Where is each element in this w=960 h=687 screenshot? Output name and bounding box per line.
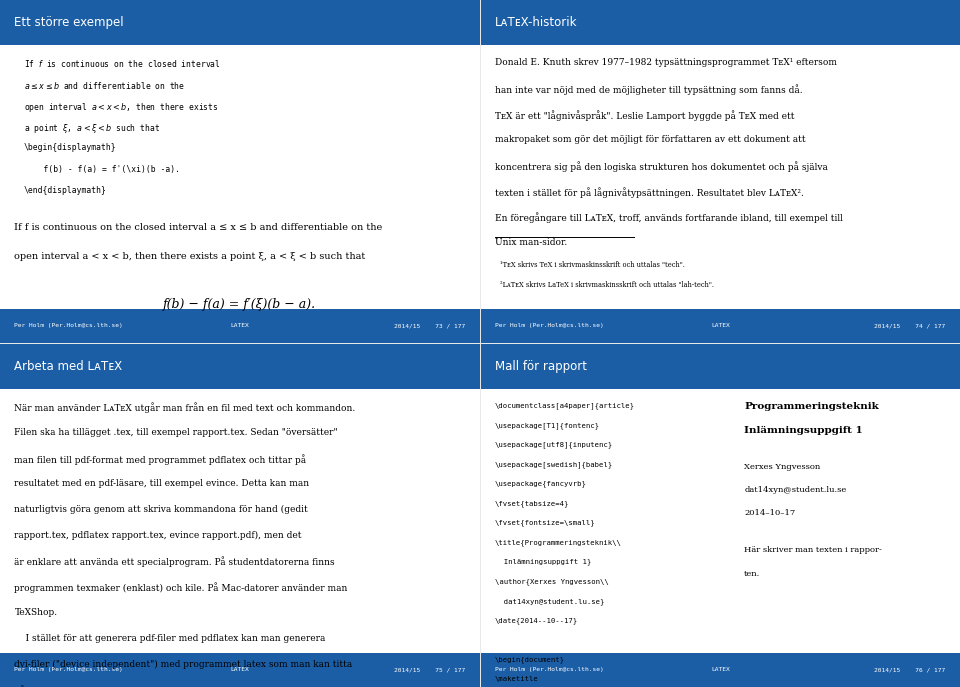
Text: programmen texmaker (enklast) och kile. På Mac-datorer använder man: programmen texmaker (enklast) och kile. … bbox=[14, 583, 348, 593]
Text: koncentrera sig på den logiska strukturen hos dokumentet och på själva: koncentrera sig på den logiska strukture… bbox=[495, 161, 828, 172]
Bar bbox=[0, 344, 479, 389]
Text: Xerxes Yngvesson: Xerxes Yngvesson bbox=[744, 462, 821, 471]
Text: Filen ska ha tillägget .tex, till exempel rapport.tex. Sedan "översätter": Filen ska ha tillägget .tex, till exempe… bbox=[14, 428, 338, 437]
Text: f(b) − f(a) = f′(ξ)(b − a).: f(b) − f(a) = f′(ξ)(b − a). bbox=[163, 298, 316, 311]
Text: LᴀTᴇX-historik: LᴀTᴇX-historik bbox=[495, 16, 577, 29]
Bar bbox=[0, 308, 479, 343]
Text: \author{Xerxes Yngvesson\\: \author{Xerxes Yngvesson\\ bbox=[495, 578, 609, 585]
Text: Unix man-sidor.: Unix man-sidor. bbox=[495, 238, 567, 247]
Text: Inlämningsuppgift 1}: Inlämningsuppgift 1} bbox=[495, 559, 591, 565]
Text: a point $\xi$, $a < \xi < b$ such that: a point $\xi$, $a < \xi < b$ such that bbox=[24, 122, 160, 135]
Text: Programmeringsteknik: Programmeringsteknik bbox=[744, 403, 879, 412]
Text: på med en "dvi-läsare" och sedan översätta till Postscript eller pdf. Numera: på med en "dvi-läsare" och sedan översät… bbox=[14, 686, 361, 687]
Bar bbox=[481, 308, 960, 343]
Text: 2014/15    74 / 177: 2014/15 74 / 177 bbox=[875, 324, 946, 328]
Text: LATEX: LATEX bbox=[710, 667, 730, 673]
Text: Här skriver man texten i rappor-: Här skriver man texten i rappor- bbox=[744, 546, 882, 554]
Text: ²LᴀTᴇX skrivs LaTeX i skrivmaskinsskrift och uttalas "lah-tech".: ²LᴀTᴇX skrivs LaTeX i skrivmaskinsskrift… bbox=[499, 281, 713, 289]
Text: \end{displaymath}: \end{displaymath} bbox=[24, 186, 107, 195]
Text: f(b) - f(a) = f'(\xi)(b -a).: f(b) - f(a) = f'(\xi)(b -a). bbox=[24, 165, 180, 174]
Text: TᴇX är ett "lågnivåspråk". Leslie Lamport byggde på TᴇX med ett: TᴇX är ett "lågnivåspråk". Leslie Lampor… bbox=[495, 110, 794, 120]
Text: LATEX: LATEX bbox=[230, 324, 250, 328]
Bar bbox=[481, 653, 960, 687]
Text: Mall för rapport: Mall för rapport bbox=[495, 360, 587, 373]
Text: 2014/15    76 / 177: 2014/15 76 / 177 bbox=[875, 667, 946, 673]
Text: TeXShop.: TeXShop. bbox=[14, 608, 58, 617]
Text: han inte var nöjd med de möjligheter till typsättning som fanns då.: han inte var nöjd med de möjligheter til… bbox=[495, 84, 803, 95]
Text: \fvset{fontsize=\small}: \fvset{fontsize=\small} bbox=[495, 519, 595, 526]
Text: Inlämningsuppgift 1: Inlämningsuppgift 1 bbox=[744, 426, 863, 435]
Text: \date{2014--10--17}: \date{2014--10--17} bbox=[495, 618, 578, 624]
Text: \maketitle: \maketitle bbox=[495, 676, 539, 682]
Text: open interval $a < x < b$, then there exists: open interval $a < x < b$, then there ex… bbox=[24, 101, 219, 114]
Text: \documentclass[a4paper]{article}: \documentclass[a4paper]{article} bbox=[495, 403, 635, 409]
Text: Donald E. Knuth skrev 1977–1982 typsättningsprogrammet TᴇX¹ eftersom: Donald E. Knuth skrev 1977–1982 typsättn… bbox=[495, 58, 837, 67]
Text: är enklare att använda ett specialprogram. På studentdatorerna finns: är enklare att använda ett specialprogra… bbox=[14, 556, 335, 567]
Text: \usepackage[swedish]{babel}: \usepackage[swedish]{babel} bbox=[495, 461, 613, 468]
Text: Ett större exempel: Ett större exempel bbox=[14, 16, 124, 29]
Text: naturligtvis göra genom att skriva kommandona för hand (gedit: naturligtvis göra genom att skriva komma… bbox=[14, 505, 308, 515]
Text: LATEX: LATEX bbox=[710, 324, 730, 328]
Text: If $f$ is continuous on the closed interval: If $f$ is continuous on the closed inter… bbox=[24, 58, 221, 69]
Text: \begin{document}: \begin{document} bbox=[495, 657, 564, 663]
Text: En föregångare till LᴀTᴇX, troff, används fortfarande ibland, till exempel till: En föregångare till LᴀTᴇX, troff, använd… bbox=[495, 213, 843, 223]
Text: \usepackage[T1]{fontenc}: \usepackage[T1]{fontenc} bbox=[495, 422, 600, 429]
Text: Per Holm (Per.Holm@cs.lth.se): Per Holm (Per.Holm@cs.lth.se) bbox=[495, 667, 604, 673]
Bar bbox=[0, 0, 479, 45]
Text: LATEX: LATEX bbox=[230, 667, 250, 673]
Text: \title{Programmeringsteknik\\: \title{Programmeringsteknik\\ bbox=[495, 539, 622, 546]
Text: Per Holm (Per.Holm@cs.lth.se): Per Holm (Per.Holm@cs.lth.se) bbox=[14, 667, 123, 673]
Text: Per Holm (Per.Holm@cs.lth.se): Per Holm (Per.Holm@cs.lth.se) bbox=[495, 324, 604, 328]
Text: \fvset{tabsize=4}: \fvset{tabsize=4} bbox=[495, 500, 569, 507]
Text: If f is continuous on the closed interval a ≤ x ≤ b and differentiable on the: If f is continuous on the closed interva… bbox=[14, 223, 383, 232]
Text: dat14xyn@student.lu.se}: dat14xyn@student.lu.se} bbox=[495, 598, 604, 605]
Text: resultatet med en pdf-läsare, till exempel evince. Detta kan man: resultatet med en pdf-läsare, till exemp… bbox=[14, 480, 309, 488]
Text: \usepackage[utf8]{inputenc}: \usepackage[utf8]{inputenc} bbox=[495, 442, 613, 448]
Text: texten i stället för på lågnivåtypsättningen. Resultatet blev LᴀTᴇX².: texten i stället för på lågnivåtypsättni… bbox=[495, 187, 804, 198]
Text: ¹TᴇX skrivs TeX i skrivmaskinsskrift och uttalas "tech".: ¹TᴇX skrivs TeX i skrivmaskinsskrift och… bbox=[499, 260, 684, 269]
Text: 2014/15    75 / 177: 2014/15 75 / 177 bbox=[394, 667, 465, 673]
Text: dvi-filer ("device independent") med programmet latex som man kan titta: dvi-filer ("device independent") med pro… bbox=[14, 660, 352, 668]
Text: man filen till pdf-format med programmet pdflatex och tittar på: man filen till pdf-format med programmet… bbox=[14, 453, 306, 464]
Bar bbox=[0, 653, 479, 687]
Text: open interval a < x < b, then there exists a point ξ, a < ξ < b such that: open interval a < x < b, then there exis… bbox=[14, 251, 366, 261]
Text: $a \leq x \leq b$ and differentiable on the: $a \leq x \leq b$ and differentiable on … bbox=[24, 80, 185, 91]
Text: dat14xyn@student.lu.se: dat14xyn@student.lu.se bbox=[744, 486, 847, 494]
Text: I stället för att generera pdf-filer med pdflatex kan man generera: I stället för att generera pdf-filer med… bbox=[14, 634, 325, 643]
Text: \usepackage{fancyvrb}: \usepackage{fancyvrb} bbox=[495, 480, 587, 487]
Bar bbox=[481, 0, 960, 45]
Text: 2014/15    73 / 177: 2014/15 73 / 177 bbox=[394, 324, 465, 328]
Text: ten.: ten. bbox=[744, 570, 760, 578]
Bar bbox=[481, 344, 960, 389]
Text: Arbeta med LᴀTᴇX: Arbeta med LᴀTᴇX bbox=[14, 360, 123, 373]
Text: När man använder LᴀTᴇX utgår man från en fil med text och kommandon.: När man använder LᴀTᴇX utgår man från en… bbox=[14, 403, 355, 413]
Text: \begin{displaymath}: \begin{displaymath} bbox=[24, 144, 116, 153]
Text: Per Holm (Per.Holm@cs.lth.se): Per Holm (Per.Holm@cs.lth.se) bbox=[14, 324, 123, 328]
Text: 2014–10–17: 2014–10–17 bbox=[744, 509, 796, 517]
Text: makropaket som gör det möjligt för författaren av ett dokument att: makropaket som gör det möjligt för förfa… bbox=[495, 135, 805, 144]
Text: rapport.tex, pdflatex rapport.tex, evince rapport.pdf), men det: rapport.tex, pdflatex rapport.tex, evinc… bbox=[14, 531, 301, 540]
